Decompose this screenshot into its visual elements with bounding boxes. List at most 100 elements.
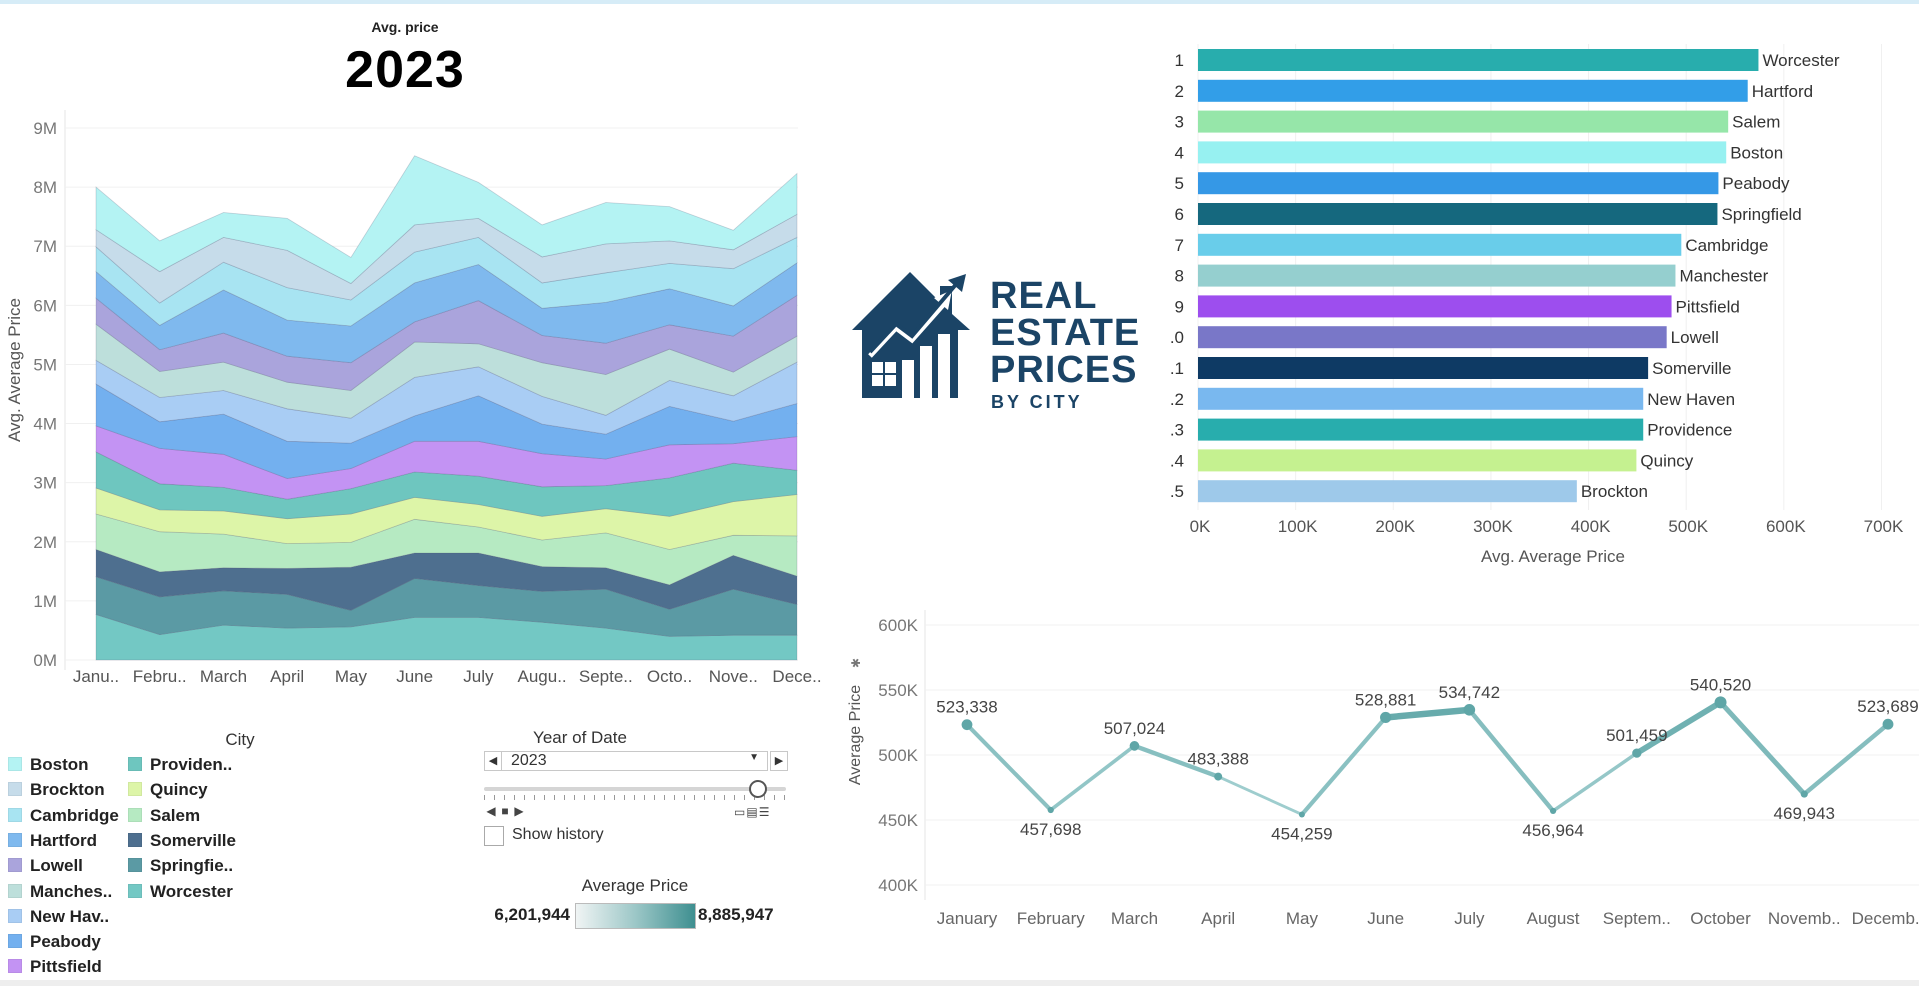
line-x-tick-label: May — [1286, 909, 1319, 928]
legend-label: Salem — [150, 805, 201, 825]
line-y-tick-label: 550K — [878, 681, 918, 700]
line-x-tick-label: July — [1454, 909, 1485, 928]
city-ranking-bar-chart[interactable]: 1 Worcester 2 Hartford 3 Salem 4 Boston 5 Peabody… — [1160, 40, 1919, 580]
line-point — [1549, 807, 1557, 815]
bar-rank-label: 4 — [1175, 143, 1184, 162]
legend-swatch — [8, 832, 22, 847]
area-x-tick-label: Febru.. — [133, 667, 187, 686]
bar-rank-label: .5 — [1170, 482, 1184, 501]
monthly-price-line-chart[interactable]: 400K 450K 500K 550K 600K 523,338 457,698 507,0… — [840, 595, 1919, 940]
legend-item[interactable]: Hartford — [8, 831, 97, 853]
area-x-tick-label: Augu.. — [518, 667, 567, 686]
legend-item[interactable]: Quincy — [128, 780, 208, 802]
view-mode-icons[interactable]: ▭▤☰ — [734, 805, 788, 819]
playback-controls[interactable]: ◀ ■ ▶ — [484, 804, 530, 820]
line-value-label: 534,742 — [1439, 683, 1500, 702]
line-y-tick-label: 450K — [878, 811, 918, 830]
stop-icon[interactable]: ■ — [501, 804, 509, 818]
color-legend-min: 6,201,944 — [494, 905, 570, 924]
line-segment — [1299, 715, 1388, 817]
sort-icon[interactable]: ✱ — [849, 658, 863, 668]
split-view-icon[interactable]: ▤ — [746, 805, 759, 819]
area-chart-year-title: 2023 — [345, 41, 465, 99]
play-icon[interactable]: ▶ — [514, 804, 524, 818]
bar-providence — [1198, 418, 1644, 441]
legend-item[interactable]: Somerville — [128, 831, 236, 853]
bar-pittsfield — [1198, 295, 1672, 318]
single-view-icon[interactable]: ▭ — [734, 805, 747, 819]
bar-rank-label: 8 — [1175, 267, 1184, 286]
bar-new-haven — [1198, 387, 1644, 410]
area-x-tick-label: June — [396, 667, 433, 686]
legend-label: Providen.. — [150, 755, 233, 774]
legend-item[interactable]: Manches.. — [8, 882, 112, 904]
legend-item[interactable]: Salem — [128, 806, 200, 828]
legend-swatch — [128, 782, 142, 797]
legend-item[interactable]: Peabody — [8, 932, 101, 954]
color-legend-gradient — [575, 903, 696, 929]
year-slider-ticks — [484, 795, 786, 800]
line-point — [1800, 790, 1808, 798]
line-y-tick-label: 500K — [878, 746, 918, 765]
area-y-tick-label: 7M — [33, 237, 57, 256]
step-back-icon[interactable]: ◀ — [486, 804, 496, 818]
bar-rank-label: 1 — [1175, 51, 1184, 70]
legend-swatch — [8, 934, 22, 949]
line-value-label: 507,024 — [1104, 719, 1165, 738]
legend-label: Hartford — [30, 830, 98, 850]
legend-item[interactable]: Brockton — [8, 780, 105, 802]
line-segment — [1216, 775, 1304, 816]
bar-quincy — [1198, 449, 1637, 472]
list-view-icon[interactable]: ☰ — [758, 805, 771, 819]
legend-swatch — [8, 959, 22, 974]
bar-x-tick-label: 600K — [1766, 517, 1806, 536]
year-slider-track[interactable] — [484, 787, 786, 791]
bar-somerville — [1198, 357, 1649, 379]
legend-item[interactable]: Boston — [8, 755, 89, 777]
bar-chart-x-axis-label: Avg. Average Price — [1481, 547, 1625, 566]
bar-rank-label: .0 — [1170, 328, 1184, 347]
line-point — [1129, 741, 1140, 751]
area-x-tick-label: July — [463, 667, 494, 686]
line-point — [1714, 696, 1727, 709]
year-next-button[interactable]: ▶ — [770, 751, 788, 771]
legend-item[interactable]: New Hav.. — [8, 907, 109, 929]
line-point — [1214, 772, 1223, 781]
logo-text-estate: ESTATE — [990, 312, 1141, 354]
bar-boston — [1198, 141, 1727, 164]
line-point — [1463, 704, 1476, 716]
line-value-label: 483,388 — [1187, 750, 1248, 769]
area-y-tick-label: 9M — [33, 119, 57, 138]
line-segment — [1802, 721, 1891, 797]
logo-text-by-city: BY CITY — [991, 392, 1083, 412]
legend-label: New Hav.. — [30, 906, 110, 926]
legend-swatch — [8, 858, 22, 873]
legend-item[interactable]: Springfie.. — [128, 856, 233, 878]
legend-label: Quincy — [150, 780, 208, 800]
bar-x-tick-label: 0K — [1190, 517, 1211, 536]
year-select[interactable]: 2023 ▼ — [484, 751, 768, 771]
legend-label: Manches.. — [30, 881, 113, 901]
bar-city-label: Salem — [1732, 113, 1780, 132]
bar-rank-label: .4 — [1170, 451, 1184, 470]
year-select-value: 2023 — [511, 752, 547, 769]
line-segment — [964, 722, 1053, 813]
year-slider-thumb[interactable] — [749, 780, 767, 798]
line-x-tick-label: March — [1111, 909, 1158, 928]
bar-city-label: Providence — [1647, 421, 1732, 440]
bar-rank-label: .3 — [1170, 421, 1184, 440]
year-filter-title: Year of Date — [533, 728, 627, 747]
stacked-area-chart[interactable]: 0M 1M 2M 3M 4M 5M 6M 7M 8M 9M Janu.. Febru.. March A… — [0, 100, 830, 720]
legend-item[interactable]: Worcester — [128, 882, 233, 904]
legend-item[interactable]: Pittsfield — [8, 957, 102, 979]
show-history-checkbox[interactable] — [484, 826, 504, 846]
legend-item[interactable]: Lowell — [8, 856, 83, 878]
area-chart-subtitle: Avg. price — [371, 19, 439, 35]
legend-item[interactable]: Cambridge — [8, 806, 119, 828]
bottom-tab-strip — [0, 980, 1919, 986]
bar-rank-label: 2 — [1175, 82, 1184, 101]
show-history-label: Show history — [512, 826, 604, 843]
line-y-tick-label: 600K — [878, 616, 918, 635]
area-y-tick-label: 2M — [33, 533, 57, 552]
legend-item[interactable]: Providen.. — [128, 755, 232, 777]
